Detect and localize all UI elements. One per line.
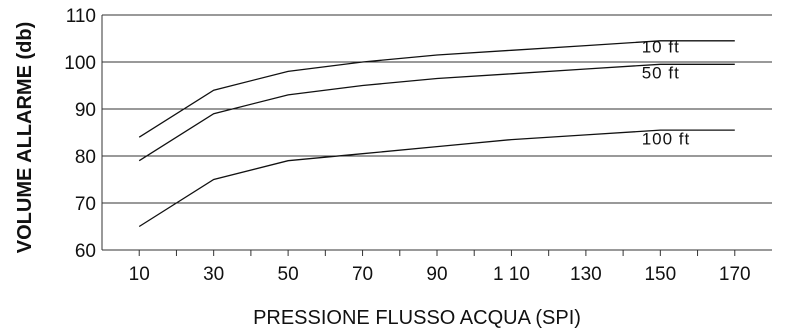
series-line xyxy=(138,40,735,138)
x-tick-label: 150 xyxy=(644,264,676,285)
series-label: 100 ft xyxy=(642,129,691,148)
y-axis-title: VOLUME ALLARME (db) xyxy=(14,22,36,253)
series-label: 10 ft xyxy=(642,38,680,57)
x-tick-label: 30 xyxy=(203,264,224,285)
x-tick-label: 70 xyxy=(352,264,373,285)
y-tick-label: 90 xyxy=(75,100,96,121)
series-label: 50 ft xyxy=(642,63,680,82)
label-layer: 10 ft 50 ft 100 ft xyxy=(642,38,691,149)
x-tick-label: 50 xyxy=(278,264,299,285)
x-tick-label: 10 xyxy=(129,264,150,285)
series-layer xyxy=(138,40,735,228)
x-tick-label: 1 10 xyxy=(493,264,530,285)
y-tick-label: 80 xyxy=(75,147,96,168)
grid-layer xyxy=(102,14,772,204)
x-tick-label: 130 xyxy=(570,264,602,285)
y-tick-label: 60 xyxy=(75,241,96,262)
x-axis-title: PRESSIONE FLUSSO ACQUA (SPI) xyxy=(253,307,581,329)
x-tick-label: 170 xyxy=(719,264,751,285)
y-tick-label: 110 xyxy=(66,6,96,27)
series-line xyxy=(138,63,735,162)
y-tick-label: 70 xyxy=(75,194,96,215)
y-tick-label: 100 xyxy=(64,53,96,74)
series-line xyxy=(138,129,735,228)
x-tick-label: 90 xyxy=(426,264,447,285)
